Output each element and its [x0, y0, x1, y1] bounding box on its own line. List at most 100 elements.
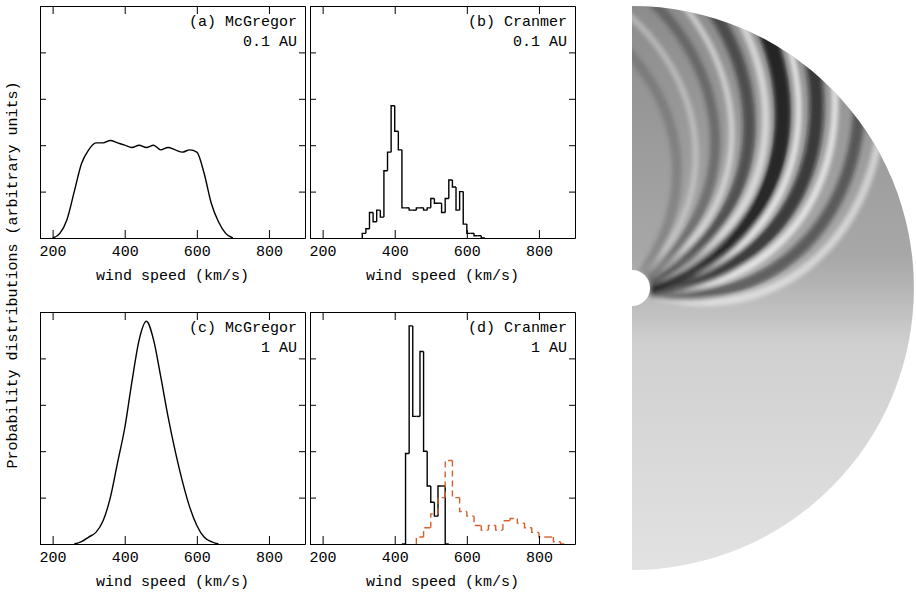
tick	[40, 99, 46, 100]
tick-mark	[569, 544, 575, 545]
tick-mark	[40, 192, 46, 193]
tick-mark	[310, 358, 316, 359]
tick	[299, 405, 305, 406]
tick-mark	[299, 544, 305, 545]
tick	[569, 145, 575, 146]
tick	[40, 312, 46, 313]
tick-label: 400	[112, 244, 139, 261]
tick: 600	[184, 230, 211, 261]
x-axis-top	[41, 312, 306, 320]
tick	[310, 405, 316, 406]
tick	[467, 312, 468, 320]
panel-title: (b) Cranmer	[468, 14, 567, 31]
histogram-bin	[445, 460, 452, 497]
axis-line	[41, 544, 306, 545]
tick	[197, 6, 198, 14]
tick-mark	[125, 536, 126, 544]
panel-subtitle: 1 AU	[261, 340, 297, 357]
tick	[299, 99, 305, 100]
tick-mark	[269, 312, 270, 320]
tick	[40, 405, 46, 406]
tick	[569, 405, 575, 406]
plot-area	[74, 321, 218, 544]
tick-mark	[467, 230, 468, 238]
histogram-bin	[416, 537, 423, 544]
y-axis-right	[299, 7, 306, 239]
tick-mark	[125, 6, 126, 14]
tick	[310, 451, 316, 452]
axis-line	[41, 6, 306, 7]
histogram-bin	[463, 192, 467, 224]
axis-line	[305, 7, 306, 239]
histogram-bin	[388, 152, 392, 171]
histogram-bin	[539, 532, 546, 537]
axis-line	[40, 313, 41, 545]
tick	[40, 6, 46, 7]
x-axis: 200400600800	[40, 230, 306, 261]
tick	[395, 312, 396, 320]
x-axis-title: wind speed (km/s)	[366, 268, 519, 285]
tick-mark	[310, 192, 316, 193]
image-occulter	[614, 270, 650, 306]
tick-label: 800	[526, 550, 553, 567]
tick-mark	[310, 99, 316, 100]
tick-mark	[310, 451, 316, 452]
tick-mark	[269, 536, 270, 544]
histogram-bin	[362, 233, 366, 238]
histogram-bin	[474, 516, 481, 525]
tick-mark	[569, 358, 575, 359]
tick-mark	[569, 405, 575, 406]
tick	[269, 312, 270, 320]
tick	[569, 99, 575, 100]
tick: 600	[454, 230, 481, 261]
tick-mark	[53, 536, 54, 544]
tick: 400	[382, 536, 409, 567]
tick	[299, 312, 305, 313]
tick: 200	[40, 536, 67, 567]
panel-subtitle: 0.1 AU	[513, 34, 567, 51]
histogram-bin	[452, 460, 459, 497]
tick-mark	[310, 544, 316, 545]
tick	[569, 451, 575, 452]
tick-label: 600	[454, 244, 481, 261]
tick-mark	[395, 230, 396, 238]
tick-label: 600	[184, 550, 211, 567]
tick-mark	[299, 451, 305, 452]
tick-mark	[53, 230, 54, 238]
y-axis-title: Probability distributions (arbitrary uni…	[5, 81, 22, 468]
image-streamer	[549, 0, 677, 273]
histogram-bin	[481, 236, 485, 238]
histogram-bin	[431, 486, 435, 502]
histogram-bin	[406, 454, 410, 544]
axis-line	[311, 544, 576, 545]
tick-mark	[467, 312, 468, 320]
histogram-bin	[434, 199, 438, 204]
tick-label: 200	[310, 244, 337, 261]
tick-mark	[40, 99, 46, 100]
axis-line	[41, 238, 306, 239]
tick-mark	[40, 52, 46, 53]
tick-mark	[569, 238, 575, 239]
tick: 200	[310, 536, 337, 567]
histogram-series	[362, 106, 485, 238]
tick-mark	[53, 312, 54, 320]
tick	[310, 238, 316, 239]
tick	[299, 145, 305, 146]
tick	[569, 498, 575, 499]
histogram-bin	[395, 106, 399, 132]
line-series	[74, 321, 218, 544]
y-axis-right	[299, 313, 306, 545]
axis-line	[40, 7, 41, 239]
x-axis-title: wind speed (km/s)	[96, 268, 249, 285]
figure-svg: Probability distributions (arbitrary uni…	[0, 0, 916, 600]
tick	[40, 358, 46, 359]
histogram-bin	[452, 180, 456, 187]
histogram-bin	[445, 199, 449, 213]
tick-mark	[395, 6, 396, 14]
histogram-bin	[384, 171, 388, 217]
tick-mark	[539, 6, 540, 14]
tick-mark	[299, 6, 305, 7]
tick: 600	[454, 536, 481, 567]
plot-area	[402, 326, 568, 544]
histogram-bin	[427, 208, 431, 210]
